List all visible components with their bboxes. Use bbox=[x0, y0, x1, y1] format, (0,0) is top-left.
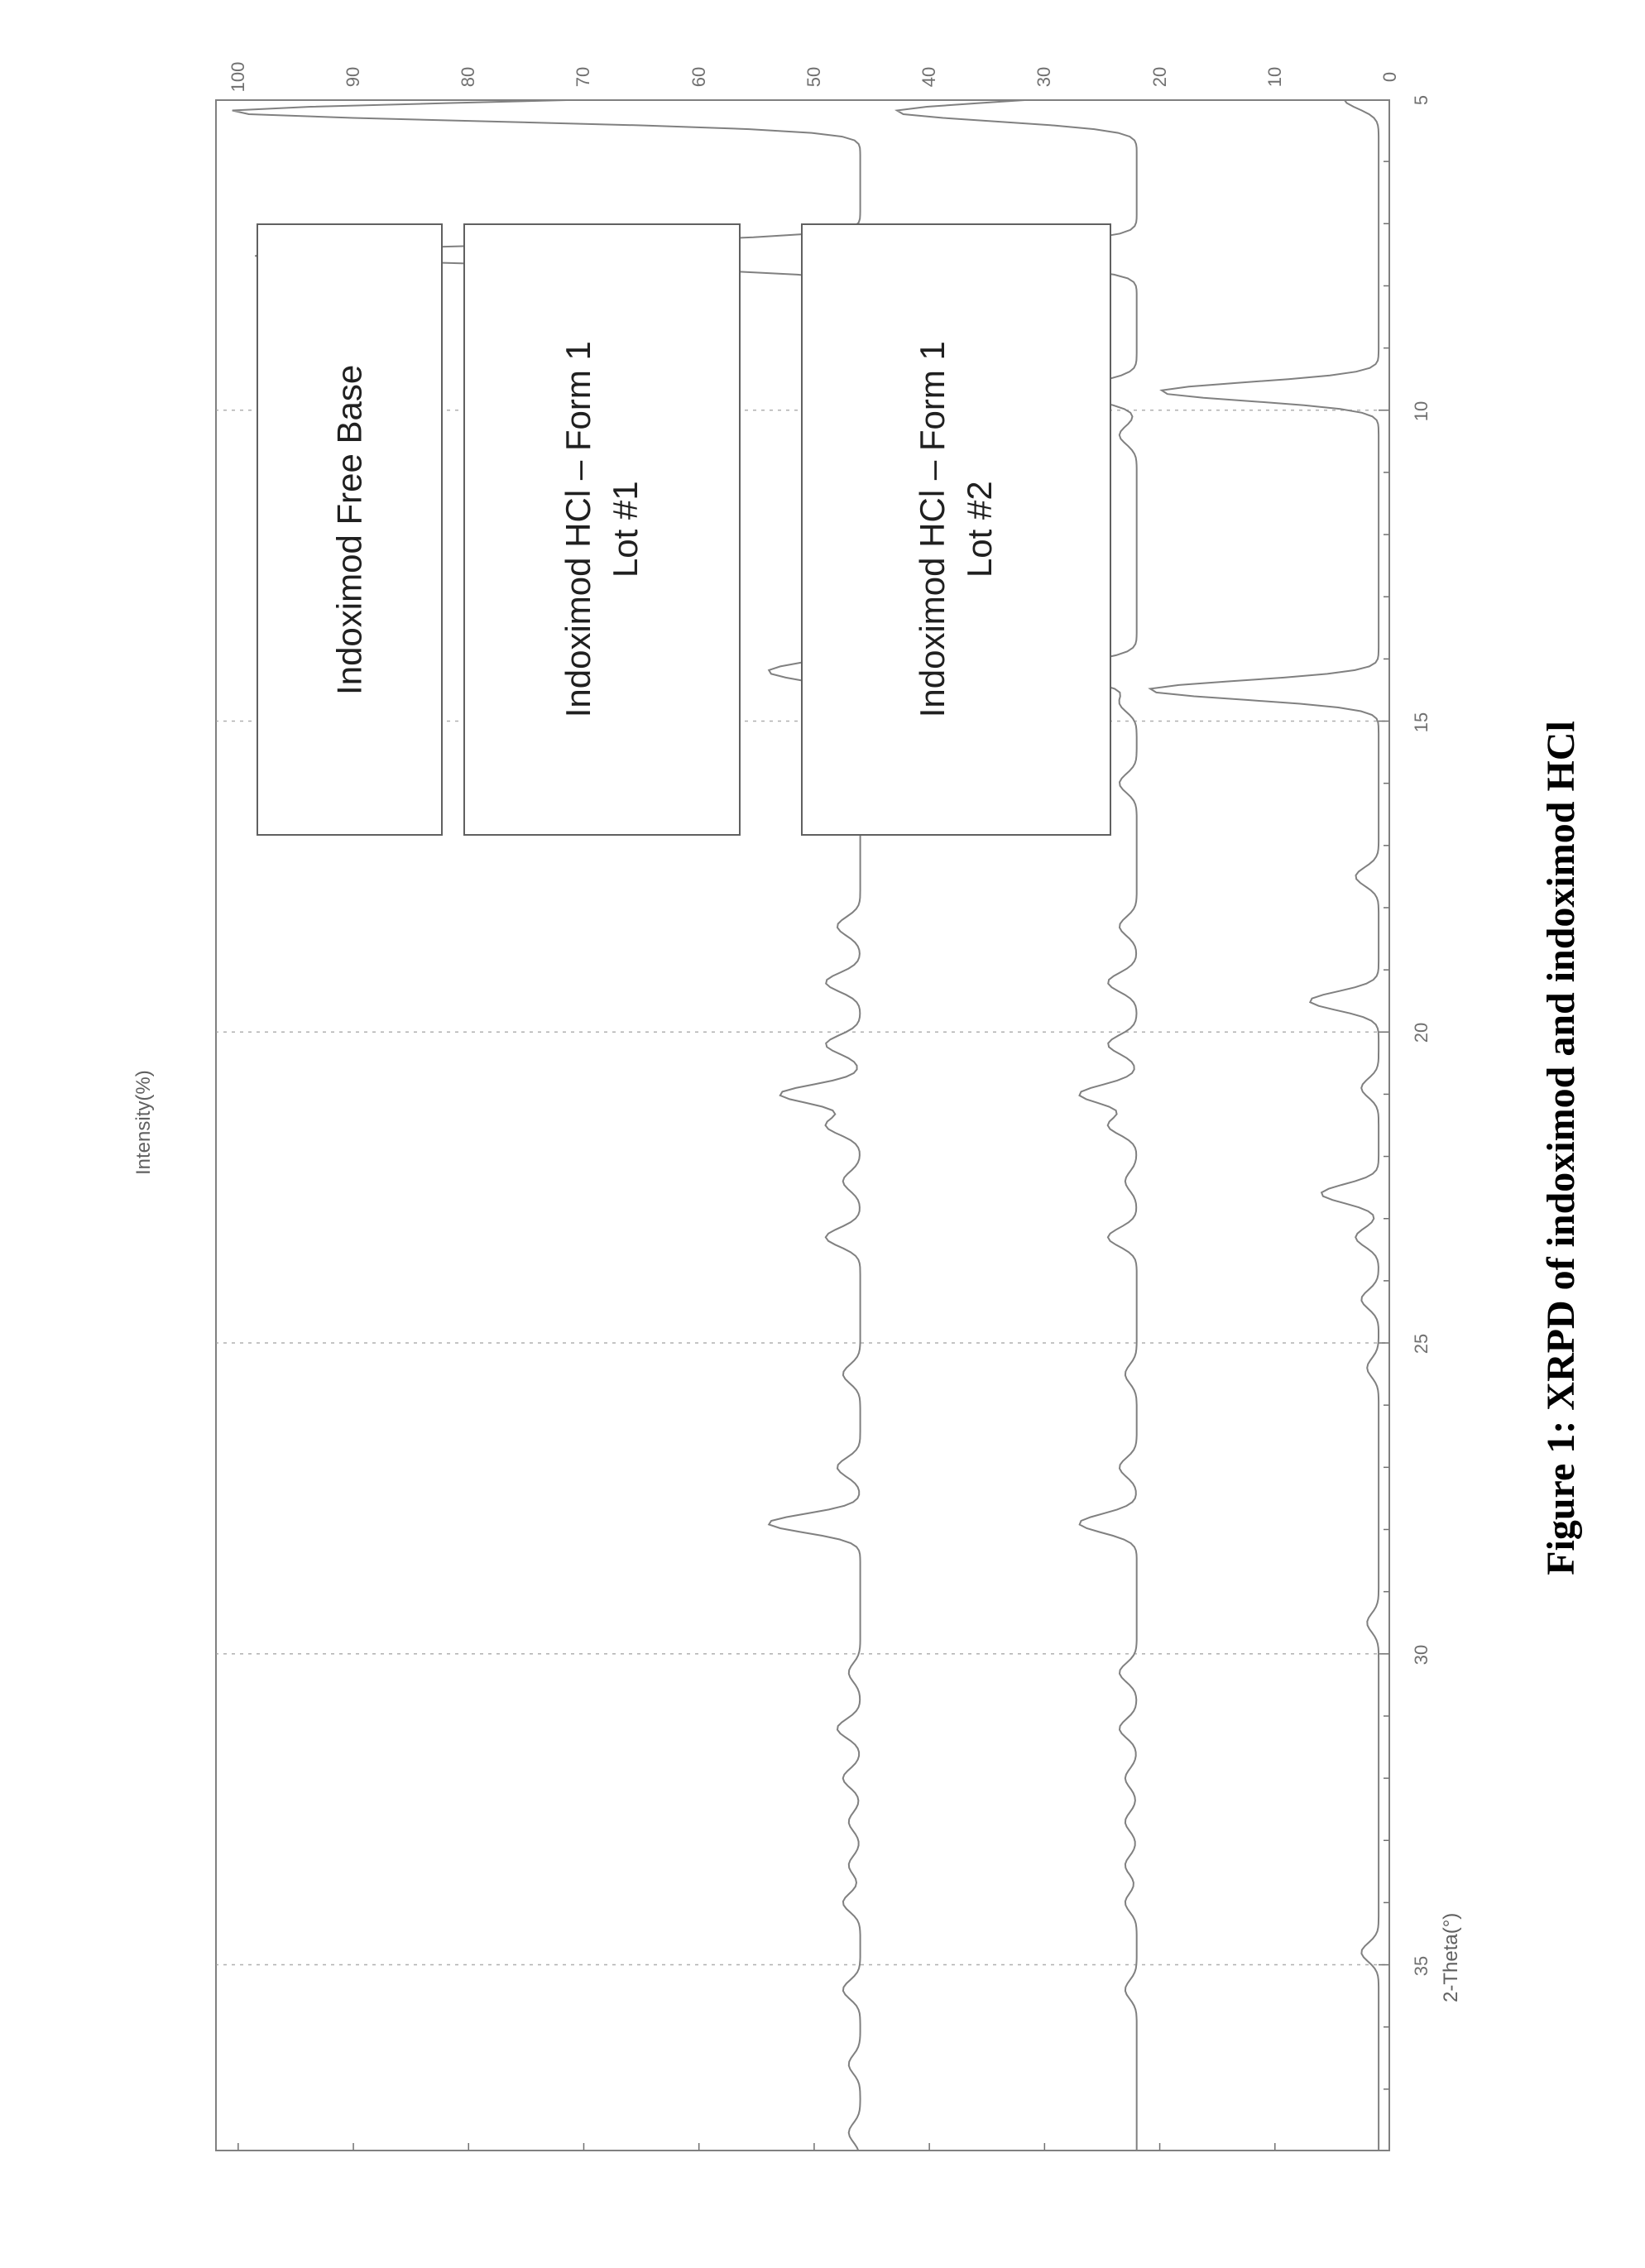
x-tick-label: 35 bbox=[1411, 1949, 1432, 1983]
y-tick-label: 100 bbox=[228, 60, 249, 94]
x-tick-label: 20 bbox=[1411, 1016, 1432, 1049]
series-label-lot2-line2: Lot #2 bbox=[960, 482, 999, 578]
figure-caption: Figure 1: XRPD of indoximod and indoximo… bbox=[1538, 721, 1584, 1575]
x-tick-label: 15 bbox=[1411, 706, 1432, 739]
y-axis-label: Intensity(%) bbox=[132, 1070, 156, 1175]
y-tick-label: 50 bbox=[803, 60, 825, 94]
y-tick-label: 70 bbox=[573, 60, 594, 94]
y-tick-label: 10 bbox=[1264, 60, 1286, 94]
figure-page: Intensity(%) 2-Theta(°) 0 10 20 30 40 50 60 70 8… bbox=[33, 33, 1612, 2235]
series-label-lot1-line2: Lot #1 bbox=[606, 482, 645, 578]
x-axis-label: 2-Theta(°) bbox=[1440, 1913, 1463, 2002]
y-tick-label: 30 bbox=[1034, 60, 1055, 94]
x-tick-label: 30 bbox=[1411, 1638, 1432, 1671]
y-tick-label: 80 bbox=[458, 60, 479, 94]
x-tick-label: 5 bbox=[1411, 84, 1432, 117]
y-tick-label: 0 bbox=[1379, 60, 1401, 94]
y-tick-label: 60 bbox=[688, 60, 710, 94]
series-label-freebase: Indoximod Free Base bbox=[257, 223, 443, 836]
series-label-lot1: Indoximod HCl – Form 1 Lot #1 bbox=[463, 223, 741, 836]
x-tick-label: 25 bbox=[1411, 1327, 1432, 1360]
series-label-lot2: Indoximod HCl – Form 1 Lot #2 bbox=[801, 223, 1111, 836]
y-tick-label: 90 bbox=[343, 60, 364, 94]
series-label-lot2-line1: Indoximod HCl – Form 1 bbox=[913, 341, 952, 717]
y-tick-label: 20 bbox=[1149, 60, 1171, 94]
y-tick-label: 40 bbox=[918, 60, 940, 94]
x-tick-label: 10 bbox=[1411, 395, 1432, 428]
series-label-lot1-line1: Indoximod HCl – Form 1 bbox=[559, 341, 597, 717]
series-label-freebase-line1: Indoximod Free Base bbox=[329, 364, 368, 694]
